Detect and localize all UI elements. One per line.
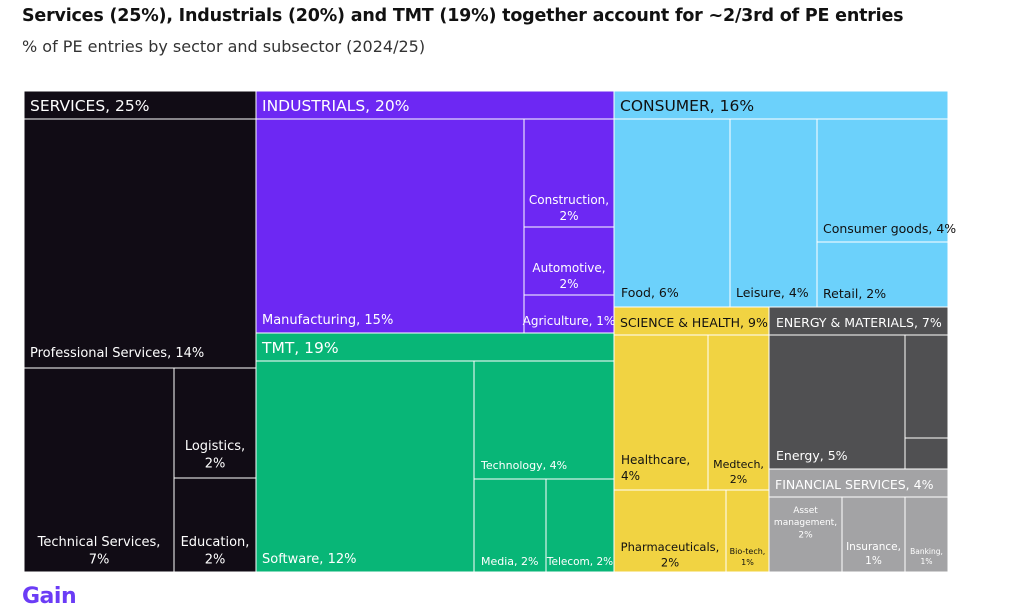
cell-banking bbox=[904, 496, 949, 573]
cell-label-bio-tech: Bio-tech, 1% bbox=[730, 547, 766, 567]
cell-label-asset-management: Asset management, 2% bbox=[774, 506, 837, 540]
sector-header-label: INDUSTRIALS, 20% bbox=[262, 97, 409, 115]
cell-label-software: Software, 12% bbox=[262, 552, 356, 567]
sector-header-consumer bbox=[613, 90, 949, 120]
cell-label-telecom: Telecom, 2% bbox=[546, 556, 613, 568]
sector-consumer: CONSUMER, 16% Food, 6% Leisure, 4% Consumer… bbox=[613, 90, 956, 308]
chart-subtitle: % of PE entries by sector and subsector … bbox=[22, 37, 426, 56]
sector-header-energy-materials bbox=[768, 306, 949, 336]
cell-consumer-goods bbox=[816, 118, 949, 243]
cell-construction bbox=[523, 118, 615, 228]
cell-label-medtech: Medtech, 2% bbox=[713, 458, 764, 486]
sector-services: SERVICES, 25% Professional Services, 14% T… bbox=[23, 90, 257, 573]
cell-label-pharmaceuticals: Pharmaceuticals, 2% bbox=[621, 540, 720, 570]
cell-manufacturing bbox=[255, 118, 525, 334]
cell-insurance bbox=[841, 496, 906, 573]
cell-leisure bbox=[729, 118, 818, 308]
cell-label-food: Food, 6% bbox=[621, 285, 679, 300]
cell-label-healthcare: Healthcare, 4% bbox=[621, 453, 690, 483]
cell-energy bbox=[768, 334, 906, 470]
cell-logistics bbox=[173, 367, 257, 479]
cell-pharmaceuticals bbox=[613, 489, 727, 573]
cell-bio-tech bbox=[725, 489, 770, 573]
sector-tmt: TMT, 19% Software, 12% Technology, 4% Media… bbox=[255, 332, 615, 573]
cell-label-agriculture: Agriculture, 1% bbox=[523, 314, 616, 328]
cell-software bbox=[255, 360, 475, 573]
cell-technology bbox=[473, 360, 615, 480]
cell-professional-services bbox=[23, 118, 257, 369]
sector-header-label: FINANCIAL SERVICES, 4% bbox=[775, 477, 934, 492]
cell-label-logistics: Logistics, 2% bbox=[185, 439, 245, 472]
chart-title: Services (25%), Industrials (20%) and TM… bbox=[22, 6, 904, 26]
cell-label-professional-services: Professional Services, 14% bbox=[30, 346, 204, 361]
sector-header-label: ENERGY & MATERIALS, 7% bbox=[776, 315, 942, 330]
sector-header-label: TMT, 19% bbox=[261, 339, 339, 357]
cell-label-manufacturing: Manufacturing, 15% bbox=[262, 313, 393, 328]
cell-label-leisure: Leisure, 4% bbox=[736, 285, 809, 300]
cell-agriculture bbox=[523, 294, 615, 334]
sector-energy-materials: ENERGY & MATERIALS, 7% Energy, 5% bbox=[768, 306, 949, 470]
sector-header-label: SERVICES, 25% bbox=[30, 97, 150, 115]
cell-label-retail: Retail, 2% bbox=[823, 286, 886, 301]
sector-header-tmt bbox=[255, 332, 615, 362]
sector-header-industrials bbox=[255, 90, 615, 120]
sector-science-health: SCIENCE & HEALTH, 9% Healthcare, 4% Medtech… bbox=[613, 306, 770, 573]
cell-label-insurance: Insurance, 1% bbox=[846, 541, 901, 567]
cell-healthcare bbox=[613, 334, 709, 491]
cell-label-technical-services: Technical Services, 7% bbox=[37, 535, 161, 568]
cell-education bbox=[173, 477, 257, 573]
sector-header-science-health bbox=[613, 306, 770, 336]
cell-label-consumer-goods: Consumer goods, 4% bbox=[823, 221, 956, 236]
cell-label-automotive: Automotive, 2% bbox=[532, 261, 605, 291]
cell-unlabeled-2 bbox=[904, 437, 949, 470]
cell-unlabeled-1 bbox=[904, 334, 949, 439]
cell-label-construction: Construction, 2% bbox=[529, 193, 609, 223]
cell-retail bbox=[816, 241, 949, 308]
cell-food bbox=[613, 118, 731, 308]
cell-label-education: Education, 2% bbox=[181, 535, 250, 568]
sector-header-label: SCIENCE & HEALTH, 9% bbox=[620, 315, 768, 330]
gain-logo: Gain bbox=[22, 584, 77, 609]
cell-label-media: Media, 2% bbox=[481, 555, 538, 568]
sector-industrials: INDUSTRIALS, 20% Manufacturing, 15% Constr… bbox=[255, 90, 616, 334]
sector-header-financial-services bbox=[768, 468, 949, 498]
cell-label-energy: Energy, 5% bbox=[776, 448, 848, 463]
sector-financial-services: FINANCIAL SERVICES, 4% Asset management, 2%… bbox=[768, 468, 949, 573]
sector-header-services bbox=[23, 90, 257, 120]
cell-label-technology: Technology, 4% bbox=[480, 459, 567, 472]
cell-media bbox=[473, 478, 547, 573]
cell-label-banking: Banking, 1% bbox=[910, 547, 943, 566]
sector-header-label: CONSUMER, 16% bbox=[620, 97, 754, 115]
